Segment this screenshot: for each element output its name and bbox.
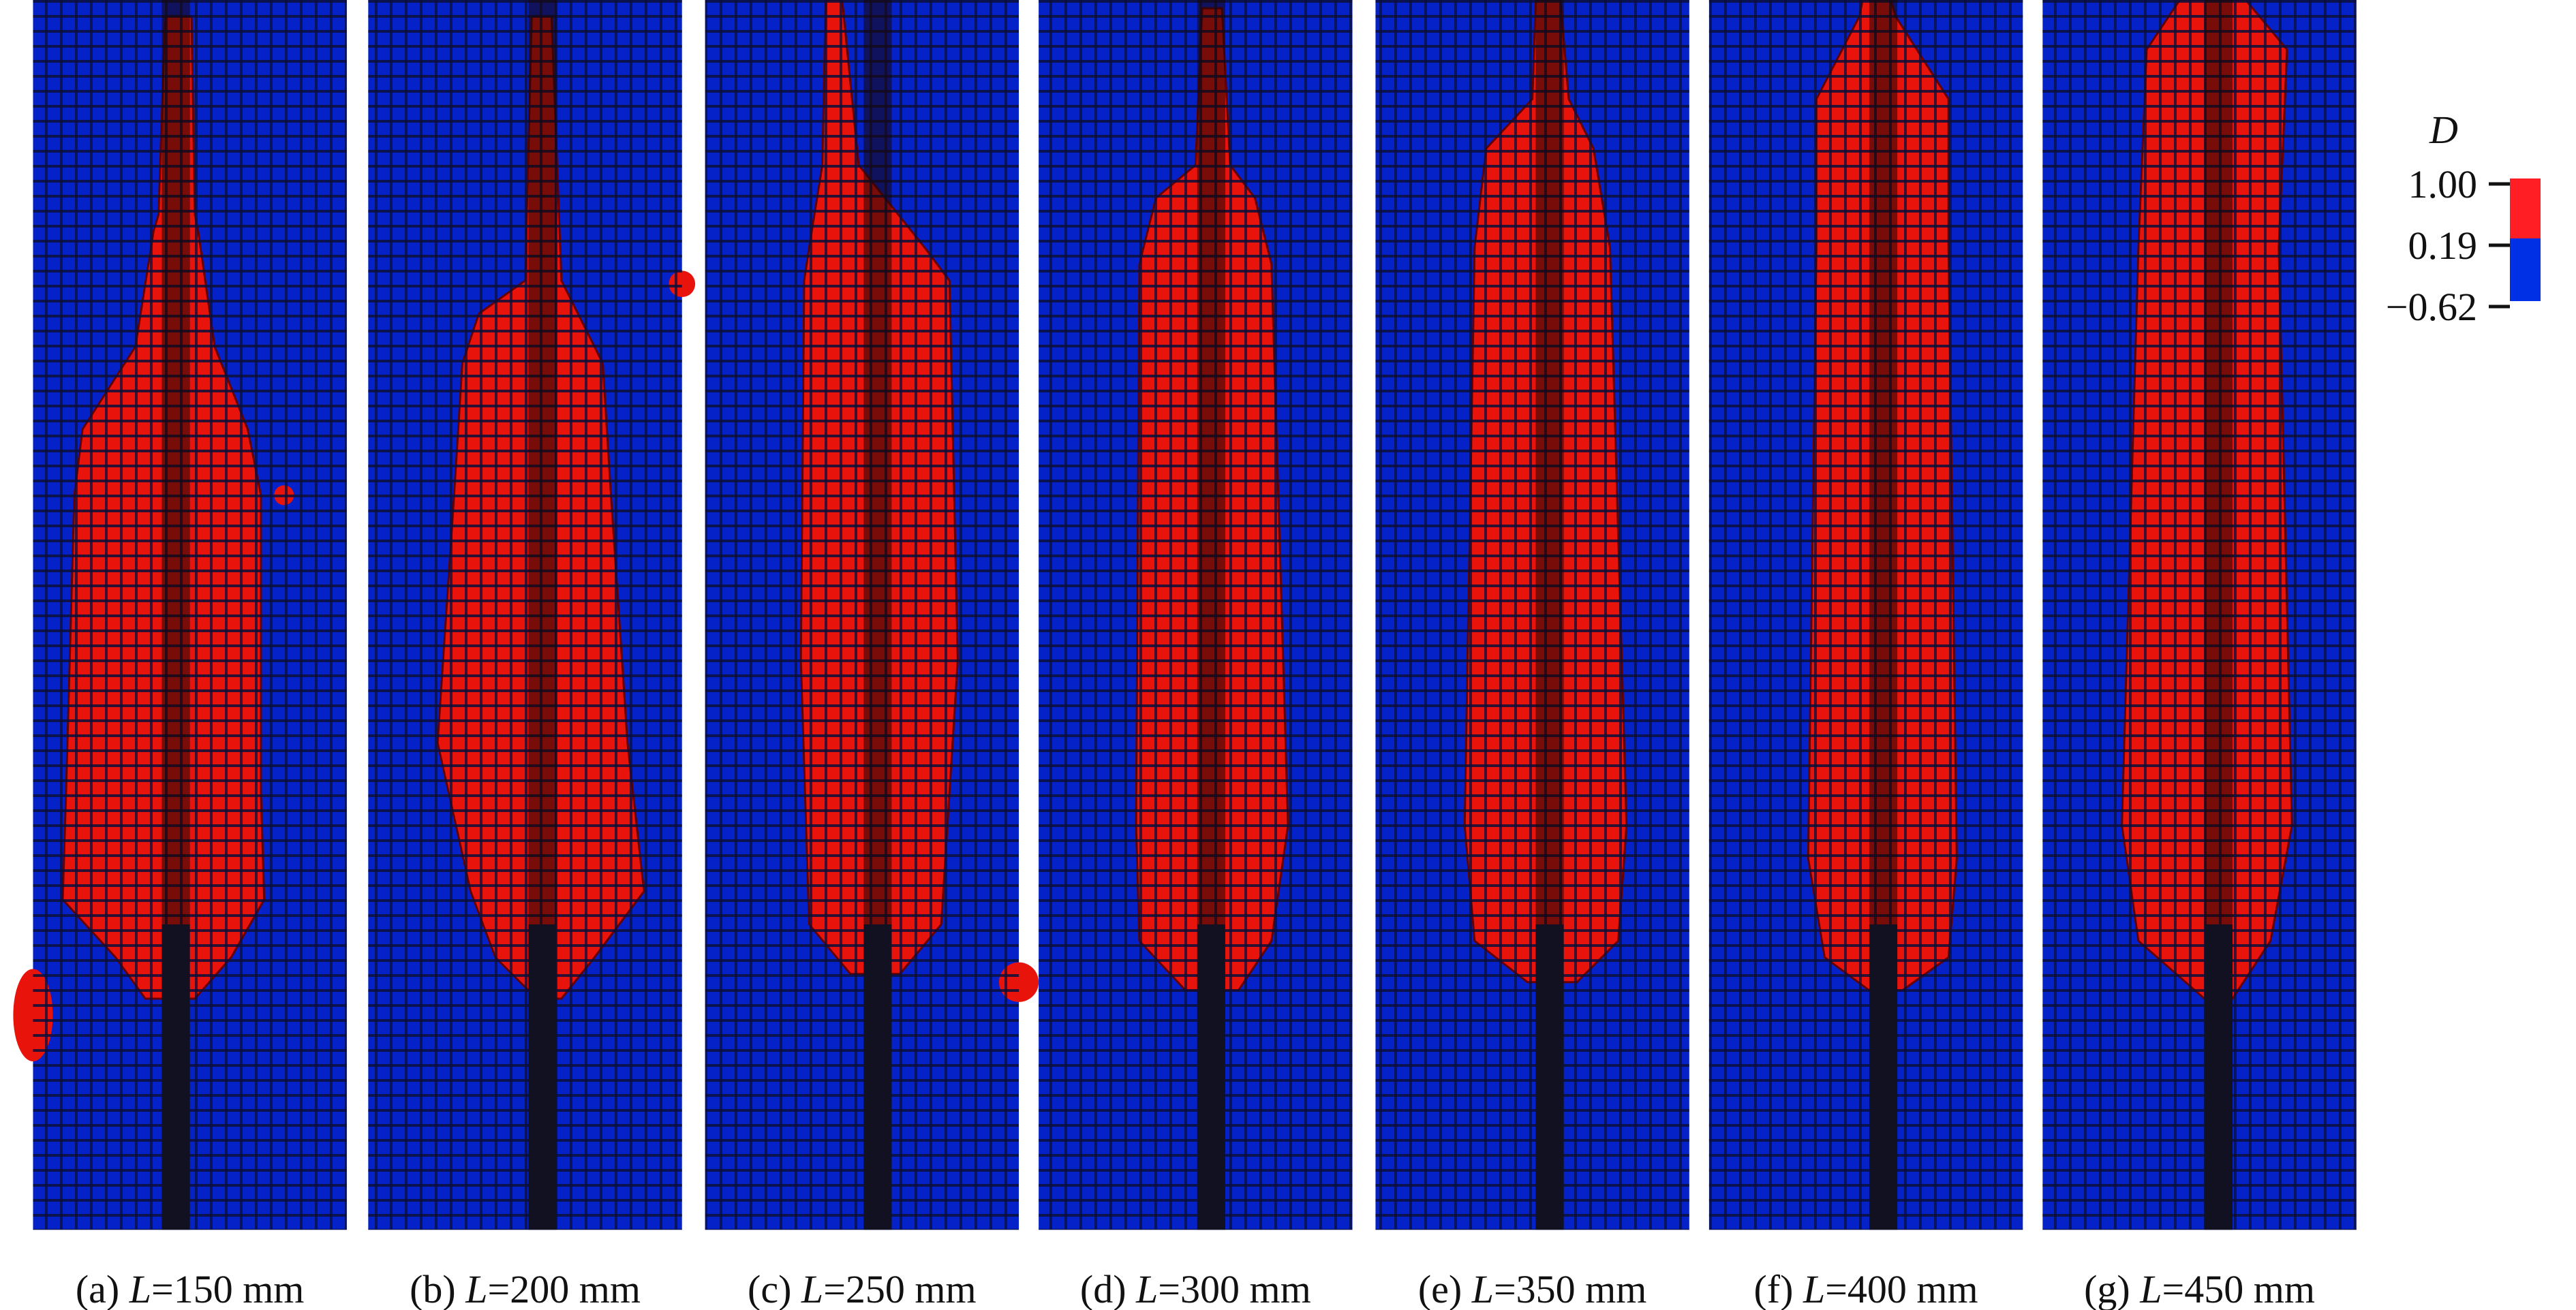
panel-caption: (c) L=250 mm [748, 1267, 977, 1310]
caption-prefix: (a) [76, 1267, 129, 1310]
caption-variable: L [2139, 1267, 2162, 1310]
mesh-grid [1039, 0, 1353, 1230]
mesh-grid [705, 0, 1019, 1230]
panel-c [705, 0, 1039, 1230]
legend-tick-min: −0.62 [2386, 285, 2477, 329]
panel-caption: (e) L=350 mm [1418, 1267, 1647, 1310]
caption-value: =250 mm [823, 1267, 976, 1310]
caption-value: =300 mm [1158, 1267, 1310, 1310]
mesh-grid [2042, 0, 2357, 1230]
caption-variable: L [801, 1267, 823, 1310]
caption-value: =150 mm [151, 1267, 304, 1310]
anchor-rod-free [1535, 924, 1564, 1230]
caption-variable: L [1471, 1267, 1494, 1310]
mesh-grid [1708, 0, 2023, 1230]
caption-prefix: (b) [410, 1267, 465, 1310]
caption-prefix: (e) [1418, 1267, 1472, 1310]
anchor-rod-bonded [863, 0, 892, 924]
panel-caption: (a) L=150 mm [76, 1267, 305, 1310]
mesh-grid [368, 0, 682, 1230]
legend-tick-mid: 0.19 [2408, 223, 2478, 268]
anchor-rod-free [162, 924, 190, 1230]
caption-variable: L [1803, 1267, 1825, 1310]
panel-e [1375, 0, 1689, 1230]
caption-prefix: (f) [1753, 1267, 1803, 1310]
caption-prefix: (g) [2084, 1267, 2140, 1310]
caption-value: =450 mm [2162, 1267, 2315, 1310]
panel-caption: (b) L=200 mm [410, 1267, 641, 1310]
anchor-rod-free [1197, 924, 1225, 1230]
anchor-rod-bonded [1535, 0, 1564, 924]
anchor-rod-free [863, 924, 892, 1230]
color-legend: D 1.00 0.19 −0.62 [2386, 108, 2541, 329]
caption-prefix: (c) [748, 1267, 801, 1310]
anchor-rod-bonded [1197, 0, 1225, 924]
caption-value: =350 mm [1494, 1267, 1646, 1310]
caption-variable: L [129, 1267, 151, 1310]
anchor-rod-bonded [528, 0, 557, 924]
legend-title: D [2429, 108, 2458, 152]
caption-variable: L [465, 1267, 487, 1310]
panel-caption: (f) L=400 mm [1753, 1267, 1978, 1310]
panel-a [13, 0, 347, 1230]
legend-red [2510, 178, 2541, 238]
anchor-rod-bonded [1869, 0, 1898, 924]
caption-prefix: (d) [1080, 1267, 1136, 1310]
mesh-grid [1375, 0, 1689, 1230]
caption-value: =200 mm [488, 1267, 641, 1310]
anchor-rod-free [1869, 924, 1898, 1230]
panel-f [1708, 0, 2023, 1230]
caption-value: =400 mm [1825, 1267, 1978, 1310]
anchor-rod-bonded [162, 0, 190, 924]
panel-g [2042, 0, 2357, 1230]
panel-b [368, 0, 696, 1230]
anchor-rod-free [2204, 924, 2233, 1230]
legend-blue [2510, 238, 2541, 301]
anchor-rod-bonded [2204, 0, 2233, 924]
panel-caption: (g) L=450 mm [2084, 1267, 2315, 1310]
panel-caption: (d) L=300 mm [1080, 1267, 1311, 1310]
legend-tick-max: 1.00 [2408, 162, 2478, 206]
panel-d [1039, 0, 1353, 1230]
anchor-rod-free [528, 924, 557, 1230]
caption-variable: L [1135, 1267, 1158, 1310]
